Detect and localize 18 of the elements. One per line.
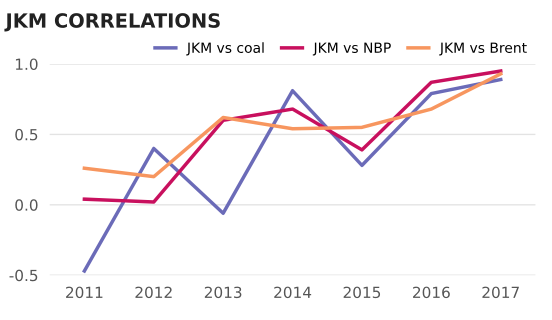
x-tick-label: 2014 [274,286,312,298]
x-tick-label: 2013 [204,286,242,298]
x-tick-label: 2011 [66,286,102,298]
chart-title: JKM CORRELATIONS [4,13,220,32]
line-series [82,69,502,204]
y-tick-label: 0.0 [15,199,38,211]
legend-label: JKM vs NBP [312,42,391,56]
x-tick-label: 2012 [135,286,172,298]
legend-label: JKM vs coal [186,42,264,56]
y-tick-label: -0.5 [10,270,38,282]
x-tick-label: 2017 [482,286,519,298]
x-tick-label: 2016 [413,286,450,298]
line-series [82,78,502,273]
y-tick-label: 0.5 [15,128,38,140]
y-tick-label: 1.0 [16,58,38,70]
line-series [82,72,502,178]
legend-label: JKM vs Brent [439,42,527,56]
x-tick-label: 2015 [344,286,380,298]
